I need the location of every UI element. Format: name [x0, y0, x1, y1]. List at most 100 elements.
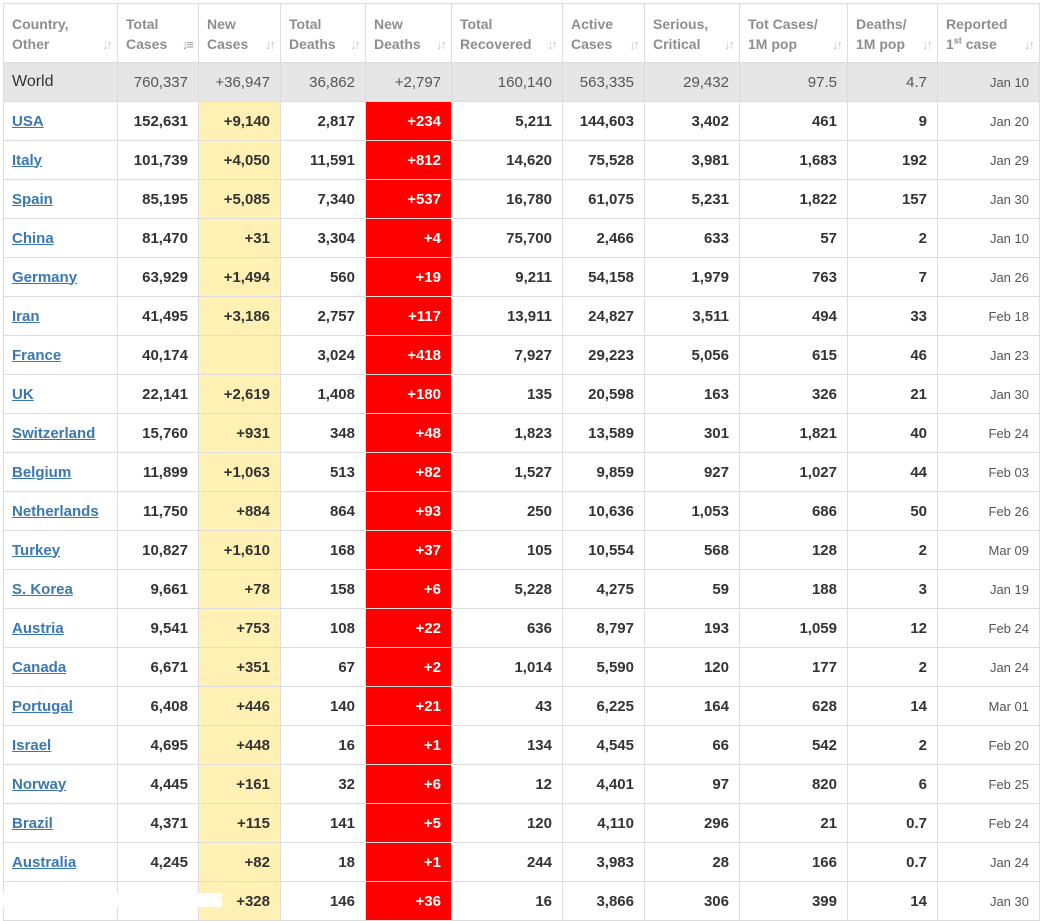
- sort-icon[interactable]: ↓↑: [350, 37, 361, 52]
- country-link[interactable]: Austria: [12, 619, 64, 637]
- new-cases-cell: +1,610: [198, 530, 281, 570]
- country-link[interactable]: Iran: [12, 307, 40, 325]
- country-link[interactable]: Norway: [12, 775, 67, 793]
- sort-icon[interactable]: ↓↑: [629, 37, 640, 52]
- total-recovered-cell: 135: [451, 374, 563, 414]
- deaths-per-1m-cell: 0.7: [847, 803, 938, 843]
- sort-icon[interactable]: ↓↑: [1024, 37, 1035, 52]
- column-header-new-cases[interactable]: New Cases ↓↑: [198, 3, 281, 63]
- column-header-total-deaths[interactable]: Total Deaths ↓↑: [280, 3, 366, 63]
- column-header-total-recovered[interactable]: Total Recovered ↓↑: [451, 3, 563, 63]
- deaths-per-1m-cell: 2: [847, 218, 938, 258]
- total-recovered-cell: 134: [451, 725, 563, 765]
- new-cases-cell: [198, 335, 281, 375]
- total-recovered-cell: 105: [451, 530, 563, 570]
- column-header-active-cases[interactable]: Active Cases ↓↑: [562, 3, 645, 63]
- table-header-row: Country, Other ↓↑ Total Cases ↓≡ New Cases ↓↑ Tot…: [3, 3, 1040, 63]
- total-recovered-cell: 16: [451, 881, 563, 921]
- deaths-per-1m-cell: 50: [847, 491, 938, 531]
- total-recovered-cell: 160,140: [451, 62, 563, 102]
- serious-critical-cell: 5,231: [644, 179, 740, 219]
- active-cases-cell: 4,545: [562, 725, 645, 765]
- country-cell: World: [3, 62, 118, 102]
- country-link[interactable]: Israel: [12, 736, 52, 754]
- tot-cases-per-1m-cell: 615: [739, 335, 848, 375]
- country-link[interactable]: Netherlands: [12, 502, 99, 520]
- sort-icon[interactable]: ↓≡: [181, 37, 194, 52]
- tot-cases-per-1m-cell: 542: [739, 725, 848, 765]
- country-link[interactable]: Italy: [12, 151, 43, 169]
- total-deaths-cell: 2,817: [280, 101, 366, 141]
- reported-first-case-cell: Jan 30: [937, 179, 1040, 219]
- new-deaths-cell: +19: [365, 257, 452, 297]
- country-link[interactable]: Germany: [12, 268, 78, 286]
- deaths-per-1m-cell: 12: [847, 608, 938, 648]
- total-deaths-cell: 2,757: [280, 296, 366, 336]
- total-cases-cell: 101,739: [117, 140, 199, 180]
- deaths-per-1m-cell: 9: [847, 101, 938, 141]
- sort-icon[interactable]: ↓↑: [922, 37, 933, 52]
- total-recovered-cell: 1,014: [451, 647, 563, 687]
- serious-critical-cell: 306: [644, 881, 740, 921]
- serious-critical-cell: 120: [644, 647, 740, 687]
- country-link[interactable]: Spain: [12, 190, 53, 208]
- total-deaths-cell: 141: [280, 803, 366, 843]
- column-header-serious-critical[interactable]: Serious, Critical ↓↑: [644, 3, 740, 63]
- country-link[interactable]: S. Korea: [12, 580, 73, 598]
- new-deaths-cell: +37: [365, 530, 452, 570]
- sort-icon[interactable]: ↓↑: [724, 37, 735, 52]
- deaths-per-1m-cell: 157: [847, 179, 938, 219]
- column-header-new-deaths[interactable]: New Deaths ↓↑: [365, 3, 452, 63]
- sort-icon[interactable]: ↓↑: [265, 37, 276, 52]
- sort-icon[interactable]: ↓↑: [832, 37, 843, 52]
- new-deaths-cell: +22: [365, 608, 452, 648]
- country-link[interactable]: Portugal: [12, 697, 73, 715]
- total-deaths-cell: 158: [280, 569, 366, 609]
- column-header-reported-first-case[interactable]: Reported 1st case ↓↑: [937, 3, 1040, 63]
- tot-cases-per-1m-cell: 1,059: [739, 608, 848, 648]
- tot-cases-per-1m-cell: 763: [739, 257, 848, 297]
- sort-icon[interactable]: ↓↑: [547, 37, 558, 52]
- column-header-deaths-per-1m[interactable]: Deaths/1M pop ↓↑: [847, 3, 938, 63]
- total-deaths-cell: 108: [280, 608, 366, 648]
- country-link[interactable]: USA: [12, 112, 44, 130]
- column-header-total-cases[interactable]: Total Cases ↓≡: [117, 3, 199, 63]
- tot-cases-per-1m-cell: 188: [739, 569, 848, 609]
- active-cases-cell: 13,589: [562, 413, 645, 453]
- deaths-per-1m-cell: 3: [847, 569, 938, 609]
- new-cases-cell: +931: [198, 413, 281, 453]
- total-cases-cell: 760,337: [117, 62, 199, 102]
- total-recovered-cell: 120: [451, 803, 563, 843]
- deaths-per-1m-cell: 2: [847, 530, 938, 570]
- table-row: USA 152,631 +9,140 2,817 +234 5,211 144,603 3,4…: [3, 101, 1040, 141]
- country-link[interactable]: China: [12, 229, 54, 247]
- table-row: Germany 63,929 +1,494 560 +19 9,211 54,158 1,97…: [3, 257, 1040, 297]
- country-link[interactable]: Australia: [12, 853, 77, 871]
- country-link[interactable]: Canada: [12, 658, 67, 676]
- column-header-tot-cases-per-1m[interactable]: Tot Cases/1M pop ↓↑: [739, 3, 848, 63]
- tot-cases-per-1m-cell: 1,683: [739, 140, 848, 180]
- column-header-label: Active: [571, 16, 614, 32]
- column-header-country[interactable]: Country, Other ↓↑: [3, 3, 118, 63]
- active-cases-cell: 6,225: [562, 686, 645, 726]
- sort-icon[interactable]: ↓↑: [102, 37, 113, 52]
- serious-critical-cell: 296: [644, 803, 740, 843]
- active-cases-cell: 3,866: [562, 881, 645, 921]
- country-cell: France: [3, 335, 118, 375]
- total-cases-cell: 6,408: [117, 686, 199, 726]
- country-link[interactable]: Belgium: [12, 463, 72, 481]
- total-cases-cell: 15,760: [117, 413, 199, 453]
- country-link[interactable]: Turkey: [12, 541, 61, 559]
- country-link[interactable]: UK: [12, 385, 34, 403]
- sort-icon[interactable]: ↓↑: [436, 37, 447, 52]
- column-header-label: Cases: [126, 36, 168, 52]
- new-deaths-cell: +6: [365, 764, 452, 804]
- total-cases-cell: 22,141: [117, 374, 199, 414]
- country-link[interactable]: France: [12, 346, 62, 364]
- serious-critical-cell: 163: [644, 374, 740, 414]
- country-link[interactable]: Switzerland: [12, 424, 96, 442]
- country-link[interactable]: Brazil: [12, 814, 53, 832]
- new-deaths-cell: +48: [365, 413, 452, 453]
- active-cases-cell: 4,110: [562, 803, 645, 843]
- column-header-label: Recovered: [460, 36, 532, 52]
